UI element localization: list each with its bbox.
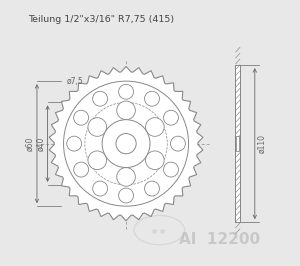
Circle shape xyxy=(64,81,189,206)
Circle shape xyxy=(67,136,82,151)
Circle shape xyxy=(88,118,106,136)
Circle shape xyxy=(164,110,178,125)
Circle shape xyxy=(117,168,135,186)
Circle shape xyxy=(145,181,159,196)
Text: ø110: ø110 xyxy=(258,134,267,153)
Bar xyxy=(236,65,240,222)
Polygon shape xyxy=(49,66,203,221)
Circle shape xyxy=(170,136,185,151)
Circle shape xyxy=(164,162,178,177)
Circle shape xyxy=(118,188,134,203)
Circle shape xyxy=(117,101,135,120)
Text: ø60: ø60 xyxy=(26,136,35,151)
Circle shape xyxy=(118,84,134,99)
Text: ø40: ø40 xyxy=(37,136,46,151)
Circle shape xyxy=(116,134,136,154)
Circle shape xyxy=(93,181,108,196)
Text: ø7,5: ø7,5 xyxy=(67,77,83,86)
Circle shape xyxy=(145,91,159,106)
Circle shape xyxy=(74,162,88,177)
Circle shape xyxy=(88,151,106,170)
Circle shape xyxy=(74,110,88,125)
Circle shape xyxy=(146,118,164,136)
Circle shape xyxy=(93,91,108,106)
Circle shape xyxy=(102,120,150,168)
Circle shape xyxy=(146,151,164,170)
Bar xyxy=(236,136,239,151)
Text: AI  12200: AI 12200 xyxy=(179,232,260,247)
Text: Teilung 1/2"x3/16" R7,75 (415): Teilung 1/2"x3/16" R7,75 (415) xyxy=(28,15,174,24)
